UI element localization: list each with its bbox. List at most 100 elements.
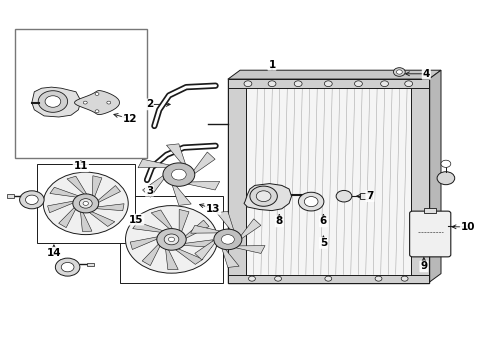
Polygon shape	[88, 211, 115, 226]
Bar	[228, 79, 246, 283]
Circle shape	[441, 160, 451, 167]
Polygon shape	[184, 220, 209, 239]
Circle shape	[43, 172, 128, 235]
Bar	[120, 196, 223, 283]
Polygon shape	[80, 210, 92, 231]
Circle shape	[304, 197, 318, 207]
Circle shape	[79, 199, 92, 208]
Polygon shape	[173, 248, 203, 264]
Text: 2: 2	[146, 99, 153, 109]
Bar	[228, 79, 429, 283]
Polygon shape	[191, 225, 224, 233]
Circle shape	[336, 190, 352, 202]
Text: 10: 10	[461, 222, 475, 232]
Circle shape	[163, 163, 195, 186]
Polygon shape	[59, 206, 76, 228]
Text: 13: 13	[206, 204, 220, 214]
Polygon shape	[94, 204, 124, 211]
Circle shape	[95, 93, 99, 95]
Polygon shape	[138, 159, 174, 168]
Circle shape	[401, 276, 408, 281]
Circle shape	[164, 234, 179, 245]
Polygon shape	[50, 187, 80, 198]
Bar	[37, 164, 135, 243]
Circle shape	[20, 191, 44, 209]
Circle shape	[248, 276, 255, 281]
Text: 6: 6	[320, 216, 327, 226]
Circle shape	[83, 202, 88, 205]
Bar	[228, 275, 429, 283]
Polygon shape	[221, 246, 239, 267]
Polygon shape	[143, 173, 167, 197]
Bar	[360, 193, 372, 199]
Polygon shape	[97, 185, 121, 203]
Circle shape	[107, 101, 111, 104]
Polygon shape	[239, 219, 261, 241]
Polygon shape	[165, 247, 178, 270]
Polygon shape	[32, 87, 81, 117]
Polygon shape	[195, 238, 217, 260]
Polygon shape	[228, 70, 441, 79]
Text: 8: 8	[276, 216, 283, 226]
Circle shape	[325, 276, 332, 281]
Text: 3: 3	[146, 186, 153, 196]
Polygon shape	[179, 210, 189, 234]
Circle shape	[157, 229, 186, 250]
Polygon shape	[244, 184, 292, 211]
Circle shape	[73, 194, 98, 213]
Polygon shape	[171, 181, 191, 205]
Polygon shape	[133, 222, 165, 233]
Circle shape	[172, 169, 186, 180]
Text: 9: 9	[420, 261, 427, 271]
Polygon shape	[181, 240, 213, 247]
Circle shape	[244, 81, 252, 86]
Text: 11: 11	[74, 161, 88, 171]
Polygon shape	[232, 246, 265, 253]
Polygon shape	[183, 181, 220, 190]
FancyBboxPatch shape	[410, 211, 451, 257]
Text: 12: 12	[122, 114, 137, 124]
Circle shape	[61, 262, 74, 272]
Circle shape	[250, 186, 277, 206]
Bar	[15, 29, 147, 158]
Text: 4: 4	[422, 69, 430, 79]
Circle shape	[25, 195, 38, 204]
Polygon shape	[48, 201, 75, 213]
Circle shape	[55, 258, 80, 276]
Circle shape	[95, 110, 99, 113]
Circle shape	[437, 172, 455, 185]
Bar	[411, 79, 429, 283]
Bar	[87, 263, 94, 266]
Circle shape	[214, 229, 242, 250]
Bar	[7, 194, 14, 198]
Circle shape	[274, 276, 281, 281]
Bar	[424, 208, 436, 213]
Circle shape	[298, 192, 324, 211]
Polygon shape	[151, 210, 173, 230]
Text: 14: 14	[47, 248, 61, 258]
Circle shape	[221, 235, 234, 244]
Bar	[228, 79, 429, 88]
Polygon shape	[74, 91, 120, 114]
Circle shape	[381, 81, 389, 86]
Circle shape	[396, 70, 402, 74]
Polygon shape	[191, 152, 215, 176]
Circle shape	[405, 81, 413, 86]
Circle shape	[45, 96, 61, 107]
Polygon shape	[217, 211, 235, 233]
Polygon shape	[93, 176, 102, 198]
Text: 5: 5	[320, 238, 327, 248]
Text: 7: 7	[366, 191, 374, 201]
Circle shape	[256, 191, 271, 202]
Circle shape	[125, 206, 218, 273]
Circle shape	[294, 81, 302, 86]
Polygon shape	[130, 236, 160, 249]
Circle shape	[38, 91, 68, 112]
Circle shape	[169, 237, 174, 242]
Text: 1: 1	[269, 60, 275, 70]
Circle shape	[375, 276, 382, 281]
Circle shape	[324, 81, 332, 86]
Polygon shape	[142, 243, 161, 266]
Circle shape	[393, 68, 405, 76]
Circle shape	[83, 101, 87, 104]
